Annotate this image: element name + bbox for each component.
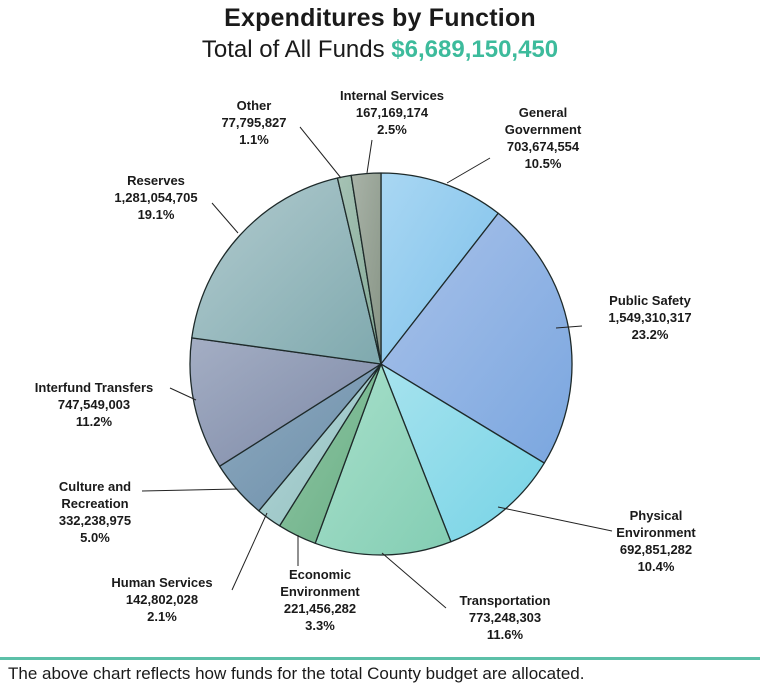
pie-chart (141, 126, 613, 609)
slice-label-amount: 1,549,310,317 (608, 310, 692, 325)
leader-line (555, 325, 583, 329)
slice-label-amount: 747,549,003 (57, 397, 131, 412)
slice-label: General Government 703,674,554 10.5% (488, 104, 598, 172)
slice-label-amount: 167,169,174 (355, 105, 429, 120)
slice-label-name: Human Services (111, 575, 213, 590)
pie-slice-general-government (380, 172, 499, 365)
leader-line (366, 139, 373, 174)
slice-label-amount: 332,238,975 (58, 513, 132, 528)
footer-divider (0, 657, 760, 660)
slice-label-percent: 5.0% (80, 530, 110, 545)
slice-label-percent: 2.5% (377, 122, 407, 137)
slice-label-amount: 692,851,282 (619, 542, 693, 557)
slice-label: Internal Services 167,169,174 2.5% (324, 87, 460, 138)
slice-label-name: Public Safety (609, 293, 691, 308)
leader-line (381, 552, 447, 609)
slice-label-amount: 773,248,303 (468, 610, 542, 625)
slice-label-name: Government (504, 122, 582, 137)
slice-label-percent: 23.2% (631, 327, 669, 342)
slice-label: Economic Environment 221,456,282 3.3% (265, 566, 375, 634)
pie-slice-interfund-transfers (189, 337, 382, 467)
slice-label-name: Other (236, 98, 272, 113)
slice-label-amount: 77,795,827 (221, 115, 287, 130)
slice-label-amount: 703,674,554 (506, 139, 580, 154)
slice-label-name: Reserves (127, 173, 185, 188)
slice-label-name: Interfund Transfers (34, 380, 154, 395)
slice-label-name: Economic (288, 567, 352, 582)
slice-label-name: Transportation (459, 593, 551, 608)
pie-slice-internal-services (350, 172, 382, 365)
pie-slice-public-safety (380, 212, 573, 464)
slice-label-name: General (518, 105, 568, 120)
pie-slice-reserves (191, 177, 382, 365)
slice-label-name: Environment (280, 584, 360, 599)
slice-label-percent: 10.4% (637, 559, 675, 574)
leader-line (211, 202, 239, 234)
slice-label-name: Recreation (61, 496, 129, 511)
slice-label-percent: 2.1% (147, 609, 177, 624)
slice-label: Transportation 773,248,303 11.6% (446, 592, 564, 643)
footnote: The above chart reflects how funds for t… (8, 664, 585, 683)
slice-label: Other 77,795,827 1.1% (208, 97, 300, 148)
slice-label-name: Internal Services (339, 88, 445, 103)
chart-title: Expenditures by Function (224, 4, 536, 32)
pie-slice-physical-environment (380, 363, 545, 543)
pie-slice-transportation (314, 363, 452, 556)
slice-label-amount: 1,281,054,705 (114, 190, 198, 205)
subtitle-text: Total of All Funds (201, 36, 385, 63)
slice-label-name: Physical (629, 508, 683, 523)
slice-label-percent: 10.5% (524, 156, 562, 171)
slice-label-percent: 11.2% (75, 414, 113, 429)
slice-label: Culture and Recreation 332,238,975 5.0% (40, 478, 150, 546)
slice-label: Physical Environment 692,851,282 10.4% (600, 507, 712, 575)
slice-label-name: Environment (616, 525, 696, 540)
leader-line (446, 157, 491, 184)
slice-label: Reserves 1,281,054,705 19.1% (92, 172, 220, 223)
slice-label-name: Culture and (58, 479, 132, 494)
slice-label: Human Services 142,802,028 2.1% (98, 574, 226, 625)
slice-label-percent: 19.1% (137, 207, 175, 222)
slice-label-amount: 142,802,028 (125, 592, 199, 607)
leader-line (497, 506, 613, 532)
leader-line (141, 488, 238, 492)
slice-label-percent: 3.3% (305, 618, 335, 633)
slice-label-percent: 1.1% (239, 132, 269, 147)
slice-label-amount: 221,456,282 (283, 601, 357, 616)
total-amount: $6,689,150,450 (391, 36, 559, 63)
slice-label: Interfund Transfers 747,549,003 11.2% (24, 379, 164, 430)
leader-line (231, 512, 268, 591)
chart-subtitle: Total of All Funds $6,689,150,450 (0, 36, 760, 64)
leader-line (169, 387, 197, 401)
slice-label: Public Safety 1,549,310,317 23.2% (590, 292, 710, 343)
slice-label-percent: 11.6% (486, 627, 524, 642)
leader-line (299, 126, 342, 179)
